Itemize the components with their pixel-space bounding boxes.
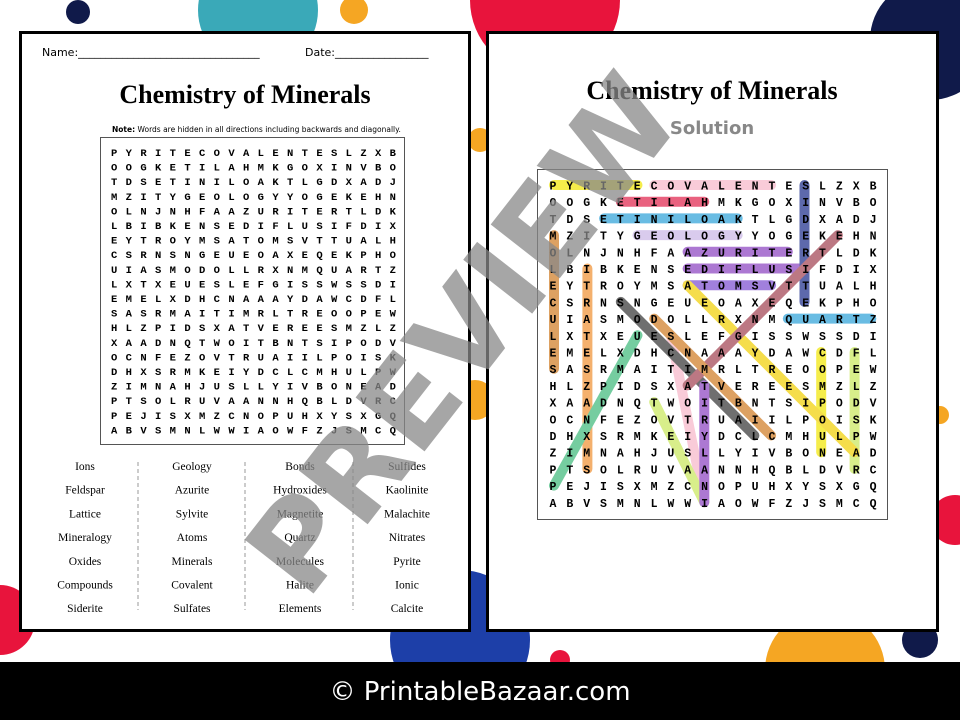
word: Pyrite — [393, 556, 420, 568]
highlight — [682, 230, 843, 391]
word: Atoms — [177, 532, 208, 544]
word: Elements — [279, 603, 322, 615]
date-field: Date:_________________ — [305, 46, 429, 59]
note: Note: Words are hidden in all directions… — [112, 125, 401, 134]
word: Covalent — [171, 580, 213, 592]
word: Geology — [172, 461, 212, 473]
word: Feldspar — [65, 485, 105, 497]
note-text: Words are hidden in all directions inclu… — [138, 125, 401, 134]
solution-page — [486, 31, 939, 632]
word: Ions — [75, 461, 95, 473]
word: Compounds — [57, 580, 113, 592]
puzzle-title: Chemistry of Minerals — [119, 80, 370, 109]
solution-grid-box — [537, 169, 888, 520]
word: Mineralogy — [58, 532, 112, 544]
highlight — [649, 313, 777, 441]
word: Magnetite — [277, 508, 324, 520]
word: Minerals — [172, 556, 213, 568]
word: Siderite — [67, 603, 103, 615]
solution-highlights — [549, 180, 877, 508]
word: Nitrates — [389, 532, 426, 544]
word: Calcite — [391, 603, 424, 615]
word: Sulfates — [173, 603, 211, 615]
highlight — [649, 397, 710, 508]
solution-subtitle: Solution — [670, 118, 754, 139]
word: Sulfides — [388, 461, 426, 473]
word: Kaolinite — [386, 485, 429, 497]
word: Hydroxides — [273, 485, 327, 497]
puzzle-page — [19, 31, 471, 632]
word: Sylvite — [176, 508, 209, 520]
footer-bar — [0, 662, 960, 720]
dividers — [137, 462, 354, 610]
word: Halite — [286, 580, 314, 592]
name-field: Name:_________________________________ — [42, 46, 260, 59]
word: Bonds — [285, 461, 315, 473]
word: Azurite — [175, 485, 209, 497]
word: Quartz — [284, 532, 315, 544]
word: Molecules — [276, 556, 324, 568]
solution-title: Chemistry of Minerals — [586, 76, 837, 105]
word: Oxides — [69, 556, 102, 568]
word: Malachite — [384, 508, 430, 520]
puzzle-grid-box — [100, 137, 405, 445]
note-label: Note: — [112, 125, 135, 134]
highlight — [682, 280, 860, 458]
word: Ionic — [395, 580, 419, 592]
highlight — [615, 296, 760, 441]
footer-text: © PrintableBazaar.com — [329, 677, 630, 707]
word: Lattice — [69, 508, 101, 520]
highlight — [549, 330, 643, 491]
